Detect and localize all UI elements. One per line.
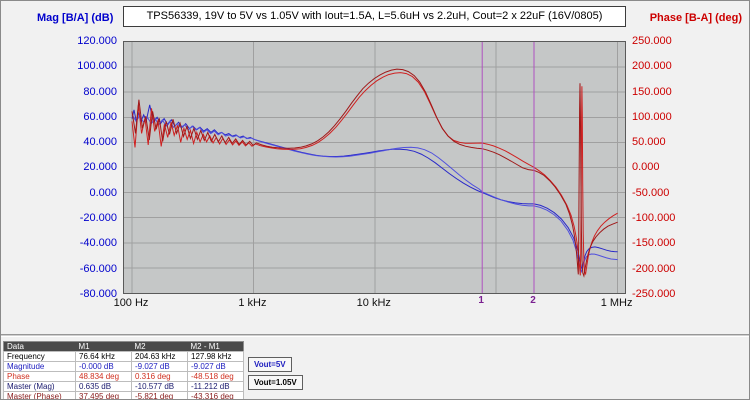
mag-tick: 60.000	[83, 110, 117, 123]
table-row-master-mag-: Master (Mag) 0.635 dB -10.577 dB -11.212 dB	[3, 381, 244, 392]
mag-tick: 20.000	[83, 161, 117, 174]
phase-tick: -150.000	[632, 237, 676, 250]
phase-tick: 50.000	[632, 136, 666, 149]
mag-tick: 0.000	[89, 186, 117, 199]
table-row-frequency: Frequency 76.64 kHz 204.63 kHz 127.98 kHz	[3, 351, 244, 362]
bode-plot-svg	[124, 42, 625, 293]
legend-label: Vout=5V	[254, 360, 286, 369]
phase-tick: 100.000	[632, 110, 672, 123]
mag-tick: 120.000	[77, 35, 117, 47]
row-value: -5.821 deg	[131, 391, 188, 399]
table-row-phase: Phase 48.834 deg 0.316 deg -48.518 deg	[3, 371, 244, 382]
mag-tick: 80.000	[83, 85, 117, 98]
row-value: 0.316 deg	[131, 371, 188, 382]
mag-tick: 40.000	[83, 136, 117, 149]
mag-axis-ticks: 120.000 100.000 80.000 60.000 40.000 20.000 0.…	[45, 35, 117, 300]
table-header-data: Data	[3, 341, 76, 352]
legend-item-vout-5v: Vout=5V	[248, 357, 292, 372]
x-tick-1-khz: 1 kHz	[238, 297, 267, 309]
phase-axis-ticks: 250.000 200.000 150.000 100.000 50.000 0.000 -…	[632, 35, 702, 300]
phase-tick: -100.000	[632, 212, 676, 225]
row-value: -43.316 deg	[187, 391, 244, 399]
row-value: -0.000 dB	[75, 361, 132, 372]
phase-tick: -50.000	[632, 186, 670, 199]
row-value: 127.98 kHz	[187, 351, 244, 362]
x-tick-1-mhz: 1 MHz	[600, 297, 633, 309]
legend-label: Vout=1.05V	[254, 378, 297, 387]
marker-data-table: Data M1 M2 M2 - M1 Frequency 76.64 kHz 204.63 …	[3, 341, 244, 399]
mag-tick: -80.000	[79, 287, 117, 300]
mag-tick: 100.000	[77, 60, 117, 73]
mag-tick: -20.000	[79, 212, 117, 225]
frequency-axis-labels: 100 Hz 1 kHz 10 kHz 1 MHz 1 2	[114, 295, 633, 311]
row-label: Frequency	[3, 351, 76, 362]
row-value: -9.027 dB	[187, 361, 244, 372]
plot-area	[123, 41, 626, 294]
mag-axis-title: Mag [B/A] (dB)	[37, 12, 114, 24]
table-row-magnitude: Magnitude -0.000 dB -9.027 dB -9.027 dB	[3, 361, 244, 372]
cursor-flag-1[interactable]: 1	[478, 295, 484, 306]
chart-title: TPS56339, 19V to 5V vs 1.05V with Iout=1…	[123, 6, 626, 27]
row-value: 0.635 dB	[75, 381, 132, 392]
row-value: -48.518 deg	[187, 371, 244, 382]
row-value: -11.212 dB	[187, 381, 244, 392]
table-row-master-phase-: Master (Phase) 37.495 deg -5.821 deg -43.31…	[3, 391, 244, 399]
legend-item-vout-1v05: Vout=1.05V	[248, 375, 303, 390]
trace-phase-2	[131, 72, 618, 276]
phase-tick: -200.000	[632, 262, 676, 275]
phase-tick: 200.000	[632, 60, 672, 73]
phase-tick: 150.000	[632, 85, 672, 98]
row-value: 204.63 kHz	[131, 351, 188, 362]
row-value: 76.64 kHz	[75, 351, 132, 362]
row-label: Magnitude	[3, 361, 76, 372]
x-tick-10-khz: 10 kHz	[356, 297, 391, 309]
row-label: Master (Mag)	[3, 381, 76, 392]
phase-tick: 0.000	[632, 161, 660, 174]
trace-phase-3	[131, 68, 618, 278]
row-value: -10.577 dB	[131, 381, 188, 392]
mag-tick: -40.000	[79, 237, 117, 250]
table-header-row: Data M1 M2 M2 - M1	[3, 341, 244, 352]
table-header-m1: M1	[75, 341, 132, 352]
row-label: Phase	[3, 371, 76, 382]
x-tick-100-hz: 100 Hz	[113, 297, 149, 309]
legend: Vout=5V Vout=1.05V	[248, 357, 303, 393]
table-header-m2---m1: M2 - M1	[187, 341, 244, 352]
row-label: Master (Phase)	[3, 391, 76, 399]
mag-tick: -60.000	[79, 262, 117, 275]
phase-tick: -250.000	[632, 287, 676, 300]
trace-mag-1	[131, 114, 618, 274]
phase-tick: 250.000	[632, 35, 672, 47]
panel-divider	[1, 334, 749, 337]
row-value: -9.027 dB	[131, 361, 188, 372]
cursor-flag-2[interactable]: 2	[530, 295, 536, 306]
row-value: 37.495 deg	[75, 391, 132, 399]
phase-axis-title: Phase [B-A] (deg)	[649, 12, 742, 24]
row-value: 48.834 deg	[75, 371, 132, 382]
table-header-m2: M2	[131, 341, 188, 352]
